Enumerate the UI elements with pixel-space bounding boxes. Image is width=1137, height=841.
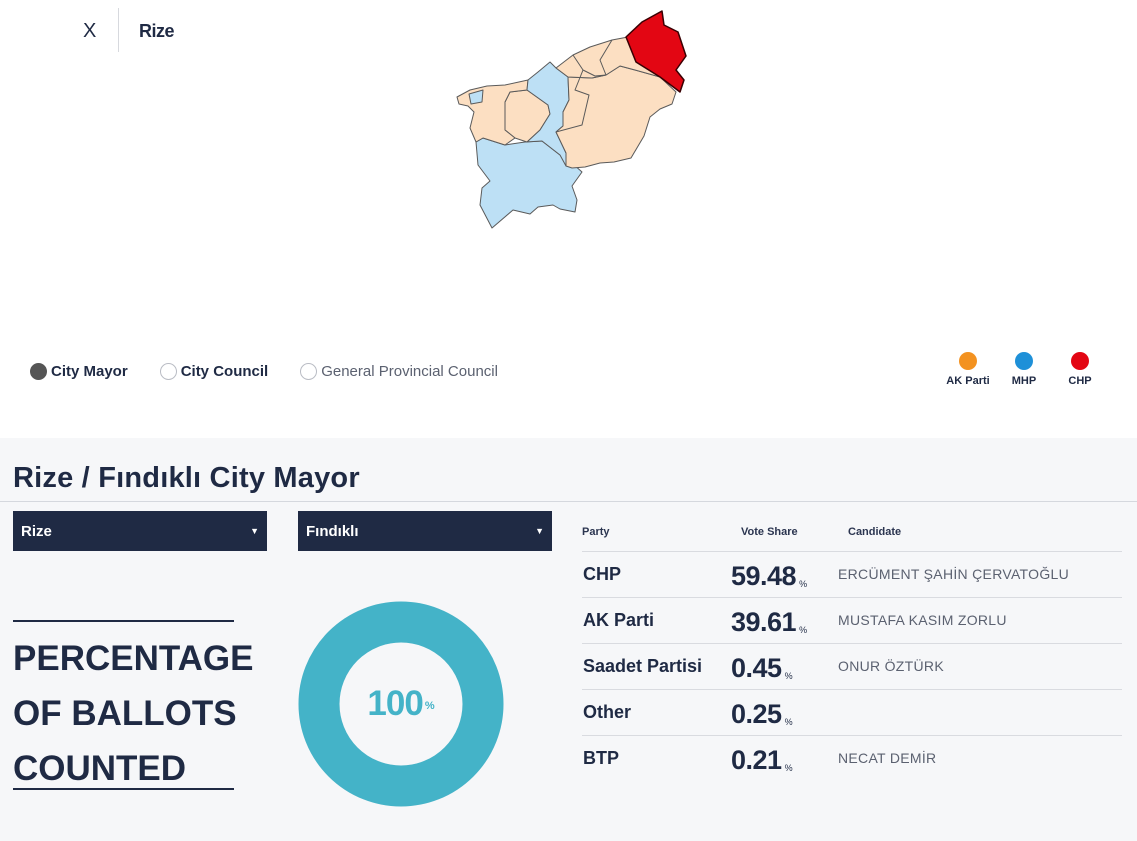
legend-dot bbox=[1015, 352, 1033, 370]
result-row: Other 0.25% bbox=[582, 689, 1122, 735]
region-title: Rize bbox=[139, 21, 175, 41]
result-share-unit: % bbox=[799, 625, 807, 635]
result-share-unit: % bbox=[784, 717, 793, 727]
results-table: Party Vote Share Candidate CHP 59.48% ER… bbox=[582, 524, 1122, 781]
caret-down-icon: ▼ bbox=[250, 526, 259, 536]
map-district-akp-east[interactable] bbox=[555, 65, 677, 169]
ballots-donut bbox=[298, 601, 504, 807]
radio-city-mayor[interactable]: City Mayor bbox=[30, 362, 128, 380]
legend-item-ak-parti: AK Parti bbox=[940, 352, 996, 387]
donut-progress-arc bbox=[298, 601, 504, 807]
result-share: 59.48% bbox=[731, 561, 807, 592]
legend-item-chp: CHP bbox=[1052, 352, 1108, 387]
header-candidate: Candidate bbox=[848, 526, 902, 538]
party-legend: AK Parti MHP CHP bbox=[940, 352, 1108, 387]
result-candidate: ERCÜMENT ŞAHİN ÇERVATOĞLU bbox=[838, 566, 1070, 582]
ballots-percentage-value: 100 bbox=[367, 684, 423, 723]
map-district-chp[interactable] bbox=[625, 10, 687, 93]
district-select[interactable]: Fındıklı ▼ bbox=[298, 511, 552, 551]
radio-label: General Provincial Council bbox=[321, 362, 498, 380]
province-select[interactable]: Rize ▼ bbox=[13, 511, 267, 551]
ballots-line-1: PERCENTAGE bbox=[13, 639, 254, 678]
header-divider bbox=[118, 8, 119, 52]
radio-general-provincial-council[interactable]: General Provincial Council bbox=[300, 362, 498, 380]
legend-label: AK Parti bbox=[946, 375, 990, 387]
results-panel: Rize / Fındıklı City Mayor Rize ▼ Fındık… bbox=[0, 438, 1137, 841]
header-party: Party bbox=[582, 526, 610, 538]
legend-label: MHP bbox=[1011, 375, 1037, 387]
result-share-unit: % bbox=[784, 763, 793, 773]
result-row: Saadet Partisi 0.45% ONUR ÖZTÜRK bbox=[582, 643, 1122, 689]
result-share: 0.45% bbox=[731, 653, 793, 684]
result-party: Saadet Partisi bbox=[583, 656, 703, 676]
result-share: 0.21% bbox=[731, 745, 793, 776]
ballots-counted-heading: PERCENTAGE OF BALLOTS COUNTED bbox=[13, 620, 254, 790]
result-share: 0.25% bbox=[731, 699, 793, 730]
result-share-value: 0.21 bbox=[731, 745, 782, 775]
ballots-line-2: OF BALLOTS bbox=[13, 694, 237, 733]
radio-dot bbox=[159, 362, 177, 380]
header-vote-share: Vote Share bbox=[741, 526, 798, 538]
result-candidate: MUSTAFA KASIM ZORLU bbox=[838, 612, 1007, 628]
ballots-line-3: COUNTED bbox=[13, 749, 187, 788]
result-share-value: 0.25 bbox=[731, 699, 782, 729]
donut-center-label: 100 % bbox=[297, 600, 505, 808]
close-button[interactable]: X bbox=[83, 20, 97, 42]
result-party: BTP bbox=[583, 748, 619, 768]
radio-label: City Council bbox=[180, 362, 269, 380]
legend-dot bbox=[1071, 352, 1089, 370]
radio-city-council[interactable]: City Council bbox=[159, 362, 269, 380]
result-share-value: 39.61 bbox=[731, 607, 797, 637]
caret-down-icon: ▼ bbox=[535, 526, 544, 536]
result-row: CHP 59.48% ERCÜMENT ŞAHİN ÇERVATOĞLU bbox=[582, 551, 1122, 597]
result-share-value: 59.48 bbox=[731, 561, 797, 591]
legend-item-mhp: MHP bbox=[996, 352, 1052, 387]
legend-label: CHP bbox=[1068, 375, 1092, 387]
result-row: AK Parti 39.61% MUSTAFA KASIM ZORLU bbox=[582, 597, 1122, 643]
result-share-unit: % bbox=[784, 671, 793, 681]
result-candidate: ONUR ÖZTÜRK bbox=[838, 658, 944, 674]
election-type-selector: City Mayor City Council General Provinci… bbox=[30, 360, 530, 382]
result-candidate: NECAT DEMİR bbox=[838, 750, 937, 766]
radio-dot bbox=[30, 362, 47, 380]
result-share-unit: % bbox=[799, 579, 807, 589]
result-party: CHP bbox=[583, 564, 622, 584]
result-party: AK Parti bbox=[583, 610, 655, 630]
map-district-mhp-enclave[interactable] bbox=[468, 89, 484, 105]
province-select-value: Rize bbox=[21, 522, 52, 540]
radio-dot bbox=[300, 362, 318, 380]
district-select-value: Fındıklı bbox=[306, 522, 359, 540]
result-share-value: 0.45 bbox=[731, 653, 782, 683]
result-party: Other bbox=[583, 702, 632, 722]
results-header: Party Vote Share Candidate bbox=[582, 524, 1122, 551]
radio-label: City Mayor bbox=[51, 362, 128, 380]
map-area: X Rize City Mayor bbox=[30, 8, 1108, 387]
legend-dot bbox=[959, 352, 977, 370]
panel-title: Rize / Fındıklı City Mayor bbox=[13, 462, 360, 494]
ballots-percentage-unit: % bbox=[424, 700, 435, 712]
result-share: 39.61% bbox=[731, 607, 807, 638]
divider bbox=[0, 501, 1137, 502]
result-row: BTP 0.21% NECAT DEMİR bbox=[582, 735, 1122, 781]
district-map bbox=[456, 10, 687, 229]
